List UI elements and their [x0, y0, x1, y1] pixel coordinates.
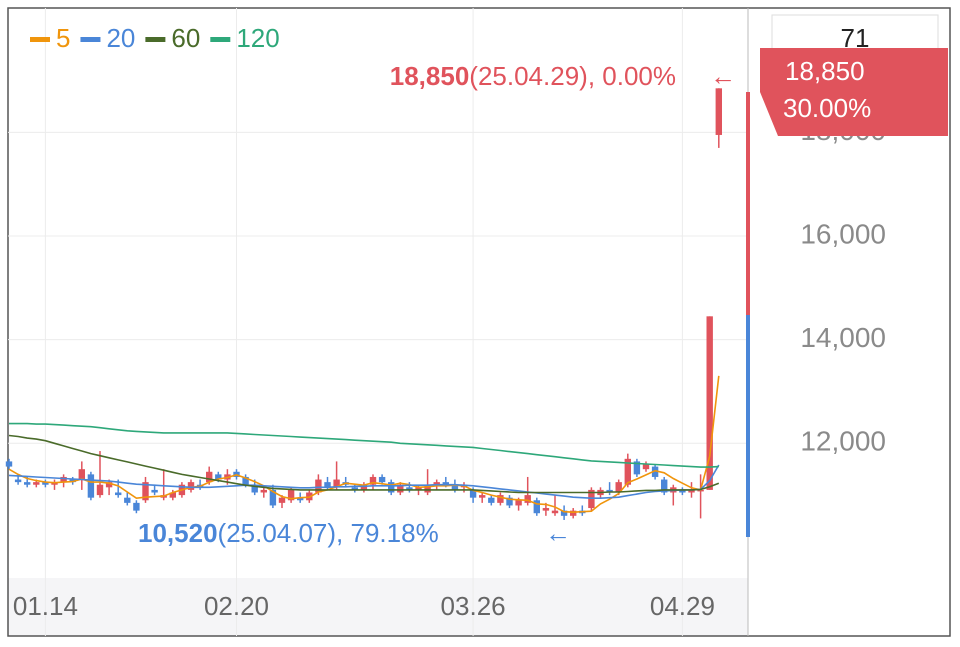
- candle-body: [406, 487, 413, 490]
- candle-body: [324, 482, 331, 488]
- candle-body: [133, 502, 140, 511]
- legend-label: 20: [106, 23, 135, 53]
- legend-swatch: [30, 37, 50, 42]
- ma-line: [8, 434, 720, 494]
- candle-body: [333, 479, 340, 488]
- current-price-box: [760, 48, 948, 136]
- candle-body: [287, 489, 295, 501]
- candle-body: [105, 482, 113, 488]
- candle-body: [14, 479, 22, 483]
- candle-body: [297, 497, 304, 501]
- candle-body: [360, 484, 368, 490]
- candle-body: [351, 487, 358, 490]
- candle-body: [688, 489, 695, 493]
- candle-body: [187, 482, 195, 490]
- candle-body: [206, 471, 213, 483]
- range-bar-up: [746, 92, 750, 315]
- candle-body: [442, 482, 449, 485]
- candle-body: [642, 464, 650, 470]
- candle-body: [87, 474, 95, 498]
- candle-body: [615, 482, 622, 493]
- candle-body: [33, 482, 40, 485]
- candle-body: [415, 487, 422, 490]
- x-tick-label: 03.26: [441, 591, 506, 621]
- candle-body: [5, 461, 13, 467]
- candle-body: [542, 508, 550, 511]
- candle-body: [560, 510, 568, 516]
- candle-body: [533, 500, 540, 514]
- candle-body: [479, 495, 486, 498]
- candle-body: [96, 484, 104, 496]
- low-price: 10,520: [138, 518, 218, 548]
- candle-body: [151, 489, 158, 493]
- candle-body: [524, 495, 531, 503]
- candle-body: [515, 500, 522, 506]
- candle-body: [570, 510, 577, 516]
- ma-line: [8, 375, 720, 514]
- candle-body: [169, 492, 176, 498]
- x-tick-label: 01.14: [13, 591, 78, 621]
- candle-body: [488, 497, 495, 503]
- candle-body: [378, 476, 386, 483]
- candle-body: [497, 495, 504, 503]
- current-change: 30.00%: [783, 93, 871, 123]
- low-arrow: ←: [545, 518, 571, 548]
- candle-body: [433, 482, 440, 485]
- current-price: 18,850: [785, 56, 865, 86]
- candle-body: [124, 497, 131, 503]
- low-detail: (25.04.07), 79.18%: [218, 518, 439, 548]
- ma-line: [9, 422, 719, 468]
- candle-body: [242, 476, 249, 485]
- candle-body: [260, 489, 267, 493]
- legend-swatch: [210, 37, 231, 42]
- candle-body: [369, 476, 377, 485]
- high-detail: (25.04.29), 0.00%: [469, 61, 676, 91]
- candle-body: [506, 497, 513, 506]
- candle-body: [424, 484, 431, 493]
- frame: [7, 7, 951, 637]
- candle-body: [115, 492, 122, 496]
- candle-body: [24, 482, 31, 485]
- high-annotation: 18,850(25.04.29), 0.00%: [390, 61, 676, 91]
- range-bar-down: [746, 315, 750, 537]
- candle-body: [388, 482, 395, 493]
- high-price: 18,850: [390, 61, 470, 91]
- candle-body: [397, 484, 404, 493]
- legend-swatch: [145, 37, 166, 42]
- legend-label: 60: [171, 23, 200, 53]
- candle-body: [633, 461, 641, 475]
- candle-body: [715, 88, 722, 135]
- candle-body: [278, 497, 286, 503]
- high-arrow: ←: [710, 61, 736, 91]
- candle-body: [142, 482, 149, 501]
- y-tick-label: 16,000: [800, 218, 886, 249]
- low-annotation: 10,520(25.04.07), 79.18%: [138, 518, 439, 548]
- legend-label: 120: [236, 23, 279, 53]
- legend-label: 5: [56, 23, 70, 53]
- candle-body: [469, 489, 477, 498]
- candle-body: [60, 476, 67, 483]
- candle-body: [315, 479, 322, 493]
- candle-body: [551, 510, 559, 514]
- candle-body: [651, 466, 659, 477]
- y-tick-label: 14,000: [800, 322, 886, 353]
- candle-body: [679, 489, 686, 493]
- x-axis-band: [8, 578, 748, 636]
- x-tick-label: 04.29: [650, 591, 715, 621]
- candle-body: [661, 479, 668, 493]
- candle-body: [78, 469, 85, 480]
- candle-body: [42, 482, 49, 485]
- candle-body: [251, 484, 258, 493]
- x-tick-label: 02.20: [204, 591, 269, 621]
- y-tick-label: 12,000: [800, 426, 886, 457]
- candle-body: [215, 474, 222, 480]
- candle-body: [624, 458, 631, 485]
- top-box-label: 71: [841, 23, 870, 53]
- candle-body: [706, 316, 713, 490]
- candle-body: [451, 484, 459, 490]
- candle-body: [269, 489, 277, 506]
- ma-line: [8, 464, 720, 499]
- legend-swatch: [80, 37, 101, 42]
